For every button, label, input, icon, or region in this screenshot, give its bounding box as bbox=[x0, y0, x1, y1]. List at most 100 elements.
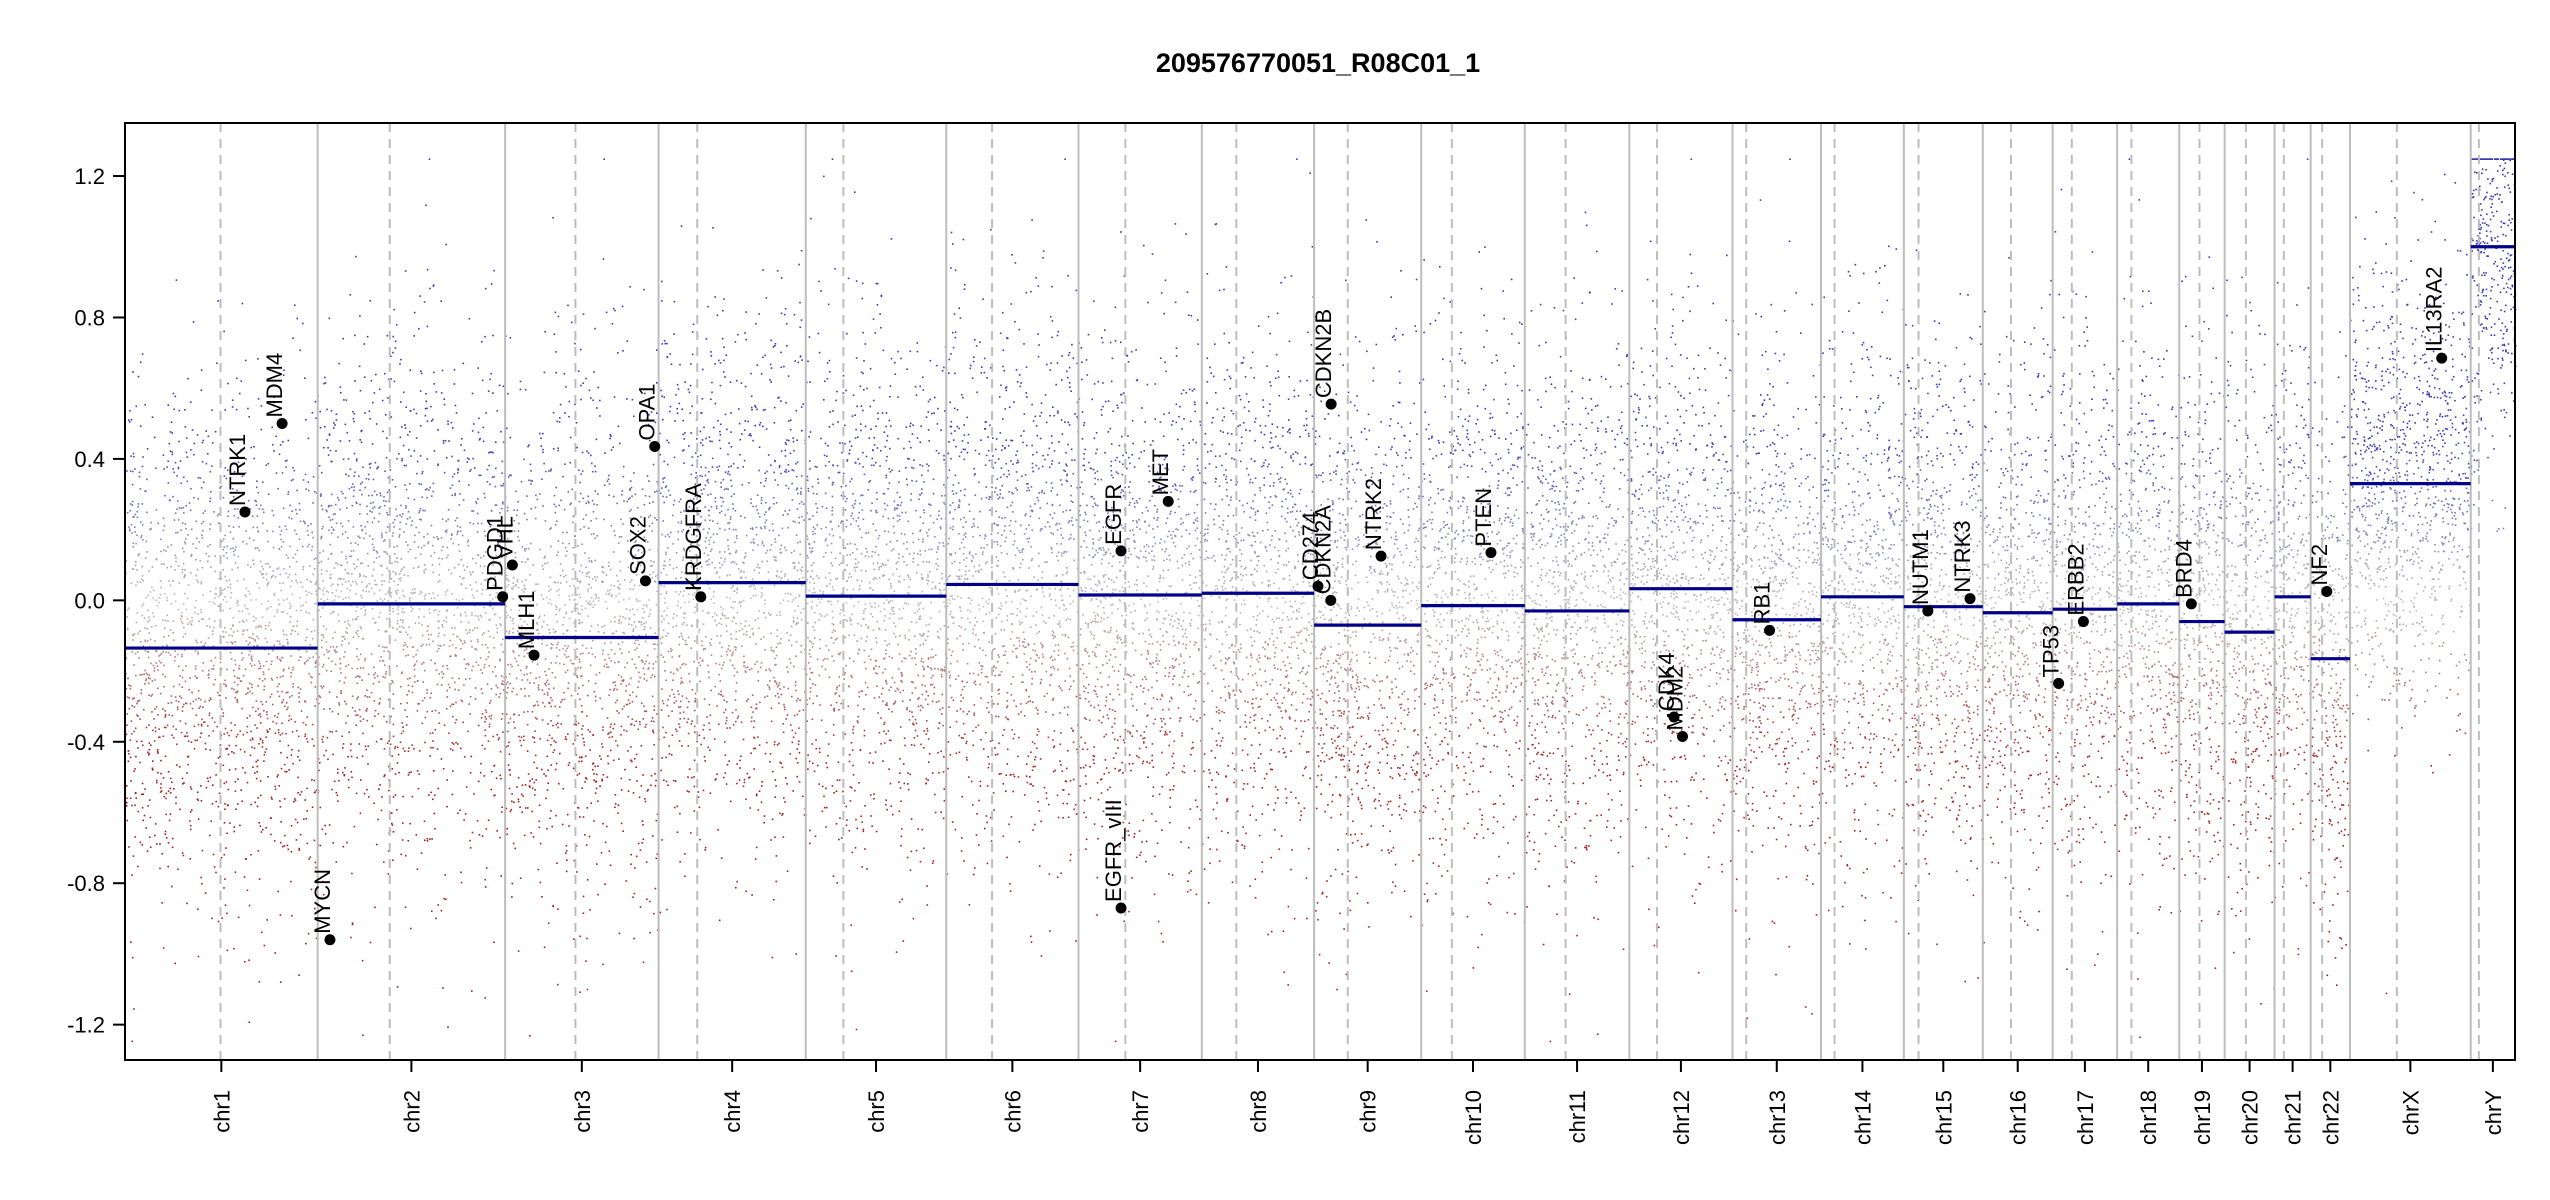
probe-point bbox=[373, 392, 376, 394]
probe-point bbox=[559, 417, 561, 419]
probe-point bbox=[729, 381, 732, 383]
probe-point bbox=[196, 641, 198, 644]
probe-point bbox=[580, 675, 582, 678]
probe-point bbox=[323, 653, 325, 656]
probe-point bbox=[428, 158, 431, 160]
probe-point bbox=[604, 883, 606, 885]
probe-point bbox=[349, 589, 351, 592]
probe-point bbox=[307, 932, 310, 935]
probe-point bbox=[163, 686, 165, 688]
probe-point bbox=[612, 307, 615, 310]
probe-point bbox=[239, 449, 242, 451]
probe-point bbox=[589, 630, 591, 633]
probe-point bbox=[516, 580, 519, 583]
probe-point bbox=[793, 449, 795, 452]
probe-point bbox=[352, 411, 354, 413]
probe-point bbox=[520, 625, 523, 627]
probe-point bbox=[622, 350, 624, 352]
probe-point bbox=[589, 749, 591, 751]
probe-point bbox=[358, 475, 360, 477]
probe-point bbox=[306, 529, 309, 532]
probe-point bbox=[229, 822, 231, 824]
probe-point bbox=[300, 656, 302, 658]
probe-point bbox=[204, 642, 207, 645]
probe-point bbox=[181, 622, 184, 625]
probe-point bbox=[446, 668, 449, 670]
probe-point bbox=[481, 672, 484, 674]
probe-point bbox=[644, 663, 646, 665]
probe-point bbox=[495, 693, 497, 696]
probe-point bbox=[302, 604, 304, 606]
probe-point bbox=[654, 887, 657, 890]
probe-point bbox=[347, 475, 350, 477]
probe-point bbox=[419, 508, 422, 510]
probe-point bbox=[388, 489, 391, 491]
probe-point bbox=[148, 752, 150, 755]
probe-point bbox=[498, 696, 500, 698]
probe-point bbox=[333, 650, 336, 652]
probe-point bbox=[623, 500, 625, 502]
probe-point bbox=[501, 548, 504, 550]
probe-point bbox=[256, 805, 259, 808]
probe-point bbox=[185, 608, 188, 611]
probe-point bbox=[446, 457, 448, 459]
probe-point bbox=[260, 504, 262, 507]
probe-point bbox=[244, 751, 246, 753]
probe-point bbox=[164, 833, 167, 835]
probe-point bbox=[305, 611, 307, 614]
probe-point bbox=[708, 722, 710, 724]
probe-point bbox=[505, 713, 508, 715]
probe-point bbox=[287, 439, 290, 442]
probe-point bbox=[495, 624, 498, 626]
probe-point bbox=[457, 460, 460, 462]
probe-point bbox=[302, 568, 304, 571]
probe-point bbox=[135, 560, 137, 563]
probe-point bbox=[419, 455, 422, 457]
probe-point bbox=[136, 612, 139, 614]
probe-point bbox=[397, 746, 399, 749]
probe-point bbox=[633, 937, 635, 940]
probe-point bbox=[147, 651, 150, 653]
probe-point bbox=[540, 437, 542, 439]
probe-point bbox=[557, 641, 560, 644]
probe-point bbox=[179, 675, 181, 677]
probe-point bbox=[538, 676, 541, 678]
probe-point bbox=[250, 665, 253, 667]
probe-point bbox=[142, 793, 145, 795]
probe-point bbox=[611, 594, 613, 596]
probe-point bbox=[711, 440, 713, 443]
probe-point bbox=[561, 823, 564, 826]
probe-point bbox=[189, 811, 192, 813]
probe-point bbox=[331, 592, 334, 594]
probe-point bbox=[164, 494, 166, 497]
probe-point bbox=[436, 536, 438, 538]
probe-point bbox=[785, 443, 788, 446]
probe-point bbox=[440, 549, 443, 552]
probe-point bbox=[546, 596, 548, 599]
probe-point bbox=[786, 632, 788, 634]
probe-point bbox=[395, 573, 397, 576]
probe-point bbox=[213, 721, 216, 724]
probe-point bbox=[533, 781, 536, 784]
probe-point bbox=[635, 574, 638, 576]
probe-point bbox=[607, 478, 610, 480]
probe-point bbox=[478, 474, 481, 477]
probe-point bbox=[617, 425, 620, 428]
probe-point bbox=[168, 442, 171, 445]
probe-point bbox=[322, 525, 324, 528]
probe-point bbox=[236, 733, 239, 736]
probe-point bbox=[593, 503, 595, 505]
probe-point bbox=[201, 529, 204, 532]
probe-point bbox=[259, 665, 262, 667]
probe-point bbox=[646, 417, 648, 420]
probe-point bbox=[643, 392, 646, 395]
probe-point bbox=[260, 794, 262, 797]
probe-point bbox=[388, 569, 390, 572]
probe-point bbox=[426, 689, 428, 691]
probe-point bbox=[469, 571, 471, 574]
probe-point bbox=[541, 719, 544, 721]
probe-point bbox=[198, 697, 200, 700]
probe-point bbox=[215, 587, 217, 590]
probe-point bbox=[288, 602, 291, 605]
probe-point bbox=[529, 786, 531, 788]
